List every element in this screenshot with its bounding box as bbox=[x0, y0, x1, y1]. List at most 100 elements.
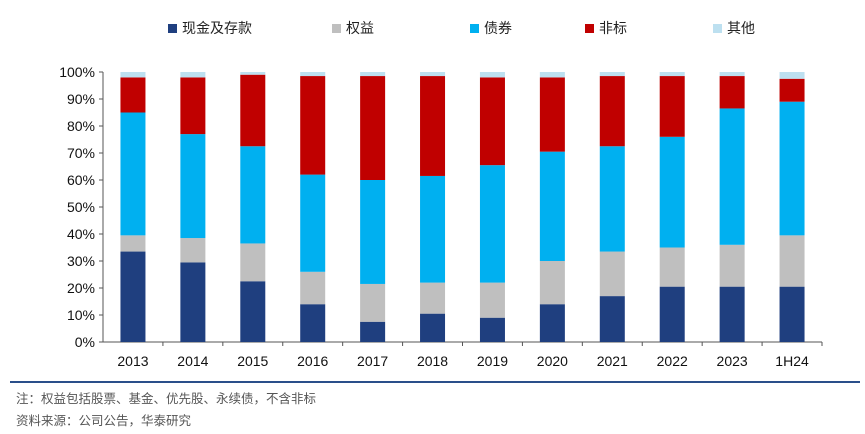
source-note: 资料来源：公司公告，华泰研究 bbox=[16, 413, 192, 428]
y-tick-label: 10% bbox=[67, 307, 95, 323]
bar-segment-2019-1 bbox=[479, 282, 505, 318]
bar-segment-2019-4 bbox=[479, 72, 505, 78]
bar-segment-2022-2 bbox=[659, 136, 685, 248]
bar-segment-2018-2 bbox=[420, 175, 446, 283]
chart-legend: 现金及存款 权益 债券 非标 其他 bbox=[0, 18, 865, 44]
bar-segment-2022-4 bbox=[659, 72, 685, 77]
bar-segment-2019-2 bbox=[479, 165, 505, 283]
bar-segment-2022-3 bbox=[659, 76, 685, 137]
bar-segment-2015-0 bbox=[240, 281, 266, 342]
bar-segment-2023-3 bbox=[719, 76, 745, 109]
y-tick-label: 100% bbox=[59, 64, 95, 80]
bar-segment-2020-2 bbox=[539, 151, 565, 261]
bar-segment-2016-1 bbox=[300, 271, 326, 305]
bar-segment-2020-4 bbox=[539, 72, 565, 78]
bar-segment-2015-4 bbox=[240, 72, 266, 75]
y-tick-label: 60% bbox=[67, 172, 95, 188]
bar-segment-2021-1 bbox=[599, 251, 625, 297]
bar-segment-2023-4 bbox=[719, 72, 745, 77]
bar-segment-2013-1 bbox=[120, 235, 146, 252]
legend-item: 权益 bbox=[332, 18, 374, 38]
bar-segment-2016-3 bbox=[300, 76, 326, 175]
x-tick-label: 2017 bbox=[357, 353, 388, 369]
legend-item: 现金及存款 bbox=[168, 18, 252, 38]
bar-segment-2019-3 bbox=[479, 77, 505, 166]
legend-item: 非标 bbox=[585, 18, 627, 38]
legend-swatch bbox=[713, 23, 722, 33]
bar-segment-2022-0 bbox=[659, 286, 685, 342]
bar-segment-2023-0 bbox=[719, 286, 745, 342]
y-tick-label: 0% bbox=[75, 334, 95, 350]
bar-segment-2014-1 bbox=[180, 238, 206, 263]
bar-segment-2014-0 bbox=[180, 262, 206, 342]
bar-segment-1H24-3 bbox=[779, 78, 805, 102]
bar-segment-2014-4 bbox=[180, 72, 206, 78]
bar-segment-2021-0 bbox=[599, 296, 625, 342]
bar-segment-2021-4 bbox=[599, 72, 625, 77]
bar-segment-2013-3 bbox=[120, 77, 146, 113]
bar-segment-2017-1 bbox=[360, 283, 386, 322]
bar-segment-2020-3 bbox=[539, 77, 565, 152]
y-tick-label: 40% bbox=[67, 226, 95, 242]
bar-segment-2021-2 bbox=[599, 146, 625, 252]
bar-segment-2016-2 bbox=[300, 174, 326, 272]
bar-segment-1H24-4 bbox=[779, 72, 805, 79]
legend-label: 现金及存款 bbox=[182, 21, 252, 37]
bar-segment-2013-0 bbox=[120, 251, 146, 342]
legend-swatch bbox=[168, 23, 177, 33]
y-tick-label: 90% bbox=[67, 91, 95, 107]
footer-divider bbox=[10, 381, 860, 383]
y-tick-label: 20% bbox=[67, 280, 95, 296]
bar-segment-2023-1 bbox=[719, 244, 745, 287]
bar-segment-2014-3 bbox=[180, 77, 206, 135]
bar-segment-1H24-2 bbox=[779, 101, 805, 236]
bar-segment-2019-0 bbox=[479, 317, 505, 342]
x-tick-label: 1H24 bbox=[775, 353, 809, 369]
bar-segment-2022-1 bbox=[659, 247, 685, 287]
legend-item: 其他 bbox=[713, 18, 755, 38]
x-tick-label: 2020 bbox=[537, 353, 568, 369]
legend-swatch bbox=[585, 23, 594, 33]
bar-segment-2018-0 bbox=[420, 313, 446, 342]
bar-segment-2016-0 bbox=[300, 304, 326, 342]
bar-segment-2015-3 bbox=[240, 74, 266, 147]
bar-segment-2018-3 bbox=[420, 76, 446, 176]
x-tick-label: 2016 bbox=[297, 353, 328, 369]
x-tick-label: 2014 bbox=[177, 353, 208, 369]
y-tick-label: 30% bbox=[67, 253, 95, 269]
bar-segment-2013-2 bbox=[120, 112, 146, 236]
bar-segment-2017-4 bbox=[360, 72, 386, 77]
x-tick-label: 2023 bbox=[717, 353, 748, 369]
footnote: 注：权益包括股票、基金、优先股、永续债，不含非标 bbox=[16, 391, 317, 406]
x-tick-label: 2021 bbox=[597, 353, 628, 369]
y-tick-label: 80% bbox=[67, 118, 95, 134]
y-tick-label: 50% bbox=[67, 199, 95, 215]
bar-segment-2017-0 bbox=[360, 321, 386, 342]
bar-segment-2023-2 bbox=[719, 108, 745, 245]
x-tick-label: 2018 bbox=[417, 353, 448, 369]
x-tick-label: 2022 bbox=[657, 353, 688, 369]
legend-label: 非标 bbox=[599, 21, 627, 37]
legend-swatch bbox=[332, 23, 341, 33]
bar-segment-2015-2 bbox=[240, 146, 266, 244]
legend-label: 权益 bbox=[346, 21, 374, 37]
bar-segment-2017-2 bbox=[360, 180, 386, 284]
stacked-bar-chart: 0% 10% 20% 30% 40% 50% 60% 70% 80% 90% 100% 2013 201… bbox=[59, 64, 823, 369]
x-tick-label: 2019 bbox=[477, 353, 508, 369]
legend-label: 其他 bbox=[727, 21, 755, 37]
legend-item: 债券 bbox=[470, 18, 512, 38]
bar-segment-2015-1 bbox=[240, 243, 266, 282]
bar-segment-1H24-0 bbox=[779, 286, 805, 342]
bar-segment-2020-1 bbox=[539, 261, 565, 305]
bar-segment-2018-4 bbox=[420, 72, 446, 77]
bar-segment-2013-4 bbox=[120, 72, 146, 78]
legend-swatch bbox=[470, 23, 479, 33]
bar-segment-2018-1 bbox=[420, 282, 446, 314]
bar-segment-2020-0 bbox=[539, 304, 565, 342]
bar-segment-2017-3 bbox=[360, 76, 386, 180]
bar-segment-1H24-1 bbox=[779, 235, 805, 287]
bar-segment-2021-3 bbox=[599, 76, 625, 147]
x-tick-label: 2015 bbox=[237, 353, 268, 369]
legend-label: 债券 bbox=[484, 21, 512, 37]
y-tick-label: 70% bbox=[67, 145, 95, 161]
